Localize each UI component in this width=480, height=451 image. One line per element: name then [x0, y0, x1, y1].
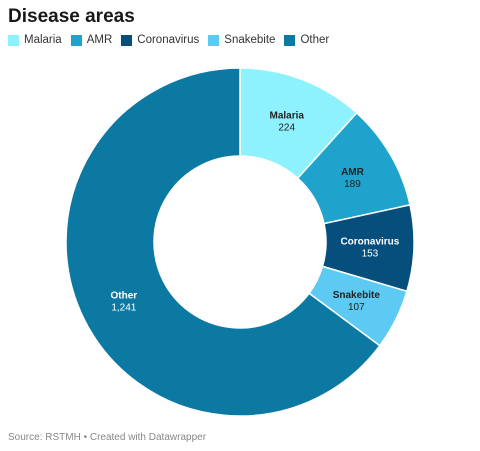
legend-swatch	[121, 34, 133, 46]
legend-item-amr: AMR	[70, 34, 113, 46]
legend-item-coronavirus: Coronavirus	[121, 34, 199, 46]
slice-other	[65, 67, 381, 417]
legend-label: Coronavirus	[137, 34, 200, 46]
legend-item-snakebite: Snakebite	[208, 34, 275, 46]
slice-label: Malaria	[269, 111, 304, 122]
slice-label: Other	[111, 290, 138, 301]
slice-label: Snakebite	[333, 290, 381, 301]
slice-value: 1,241	[111, 302, 136, 313]
chart-title: Disease areas	[8, 6, 135, 27]
slice-value: 224	[278, 123, 295, 134]
legend-swatch	[8, 34, 19, 46]
legend-label: Snakebite	[224, 34, 276, 46]
legend-item-other: Other	[284, 34, 329, 46]
legend: Malaria AMR Coronavirus Snakebite Other	[8, 34, 338, 46]
legend-item-malaria: Malaria	[8, 34, 62, 46]
slice-value: 189	[344, 179, 361, 190]
slice-label: Coronavirus	[340, 237, 399, 248]
legend-swatch	[70, 34, 82, 46]
legend-swatch	[208, 34, 220, 46]
legend-label: AMR	[86, 34, 113, 46]
slice-value: 107	[348, 302, 365, 313]
legend-label: Malaria	[24, 34, 62, 46]
slice-value: 153	[362, 249, 379, 260]
slice-label: AMR	[341, 167, 365, 178]
source-note: Source: RSTMH • Created with Datawrapper	[8, 432, 207, 443]
legend-label: Other	[300, 34, 330, 46]
legend-swatch	[284, 34, 296, 46]
